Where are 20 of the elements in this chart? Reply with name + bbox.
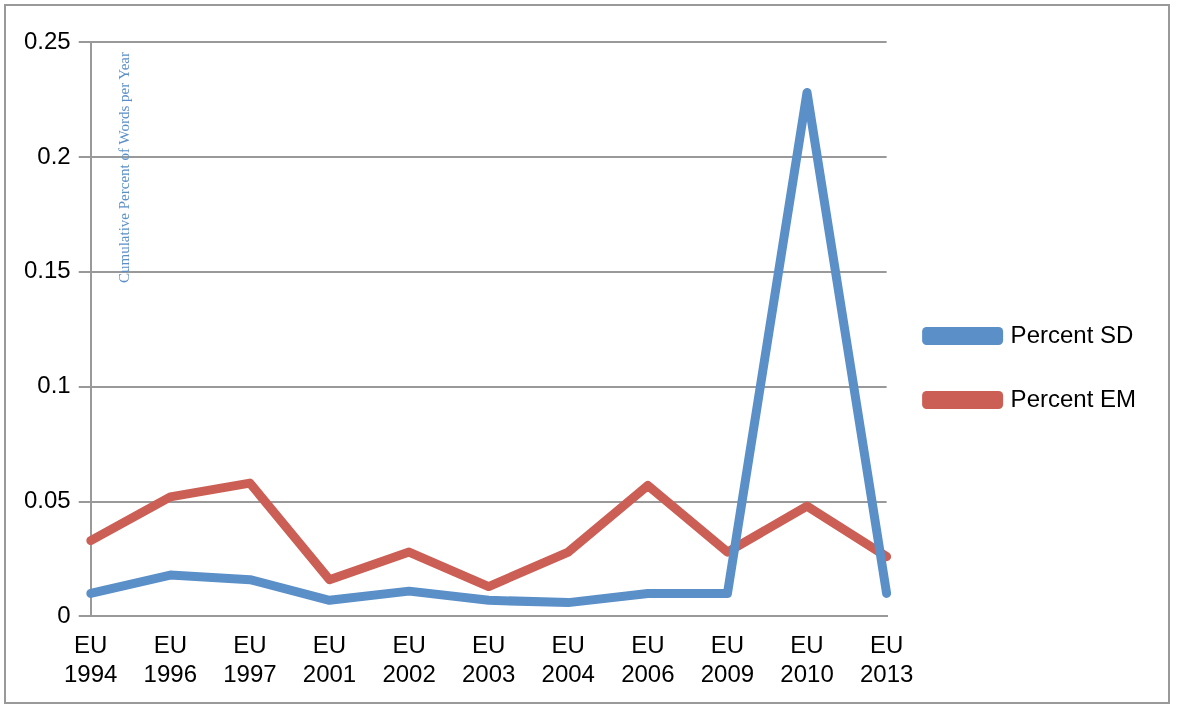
legend-label: Percent EM	[1010, 384, 1137, 412]
x-tick-label: EU 2003	[461, 631, 516, 688]
x-tick-label: EU 1996	[143, 631, 197, 688]
x-tick-label: EU 2004	[541, 631, 595, 688]
x-tick-label: EU 2009	[700, 631, 755, 688]
y-tick-label: 0.1	[37, 371, 71, 399]
x-tick-label: EU 2013	[859, 631, 914, 688]
y-tick-label: 0.05	[23, 486, 71, 514]
x-tick-label: EU 2006	[621, 631, 675, 688]
x-tick-label: EU 2002	[382, 631, 436, 688]
x-tick-label: EU 1994	[64, 631, 118, 688]
x-tick-label: EU 1997	[223, 631, 277, 688]
x-tick-label: EU 2010	[780, 631, 834, 688]
y-tick-label: 0.15	[23, 256, 71, 284]
y-axis-title: Cumulative Percent of Words per Year	[115, 52, 132, 283]
y-tick-label: 0.2	[37, 141, 71, 169]
legend-label: Percent SD	[1010, 320, 1134, 348]
x-tick-label: EU 2001	[302, 631, 357, 688]
y-tick-label: 0.25	[23, 26, 71, 54]
y-tick-label: 0	[57, 601, 71, 629]
